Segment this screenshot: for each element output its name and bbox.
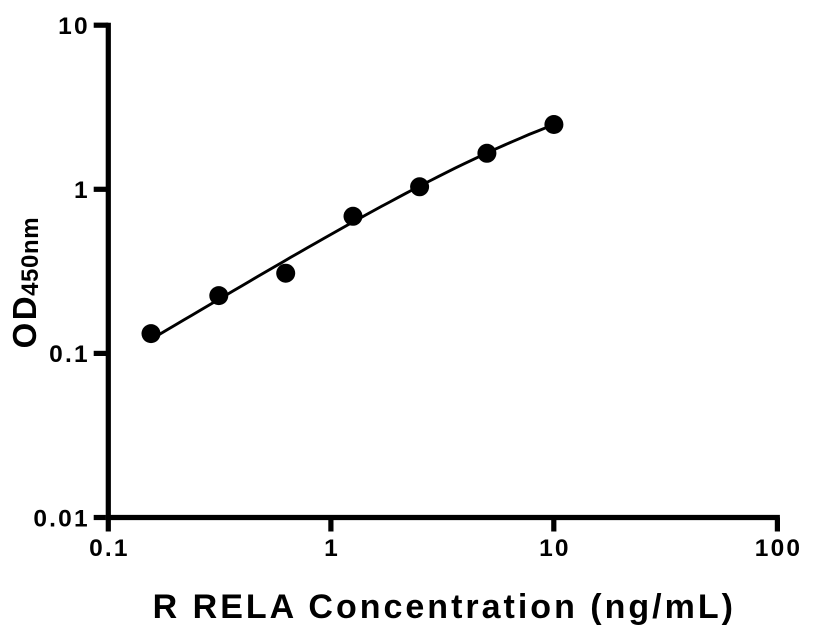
svg-text:0.01: 0.01 [33,505,89,532]
svg-text:R RELA Concentration (ng/mL): R RELA Concentration (ng/mL) [153,588,736,626]
svg-text:100: 100 [755,535,802,562]
svg-text:1: 1 [324,535,340,562]
svg-text:0.1: 0.1 [49,341,90,368]
svg-text:10: 10 [58,13,90,40]
svg-text:10: 10 [539,535,571,562]
svg-text:0.1: 0.1 [89,535,130,562]
svg-text:1: 1 [74,177,90,204]
